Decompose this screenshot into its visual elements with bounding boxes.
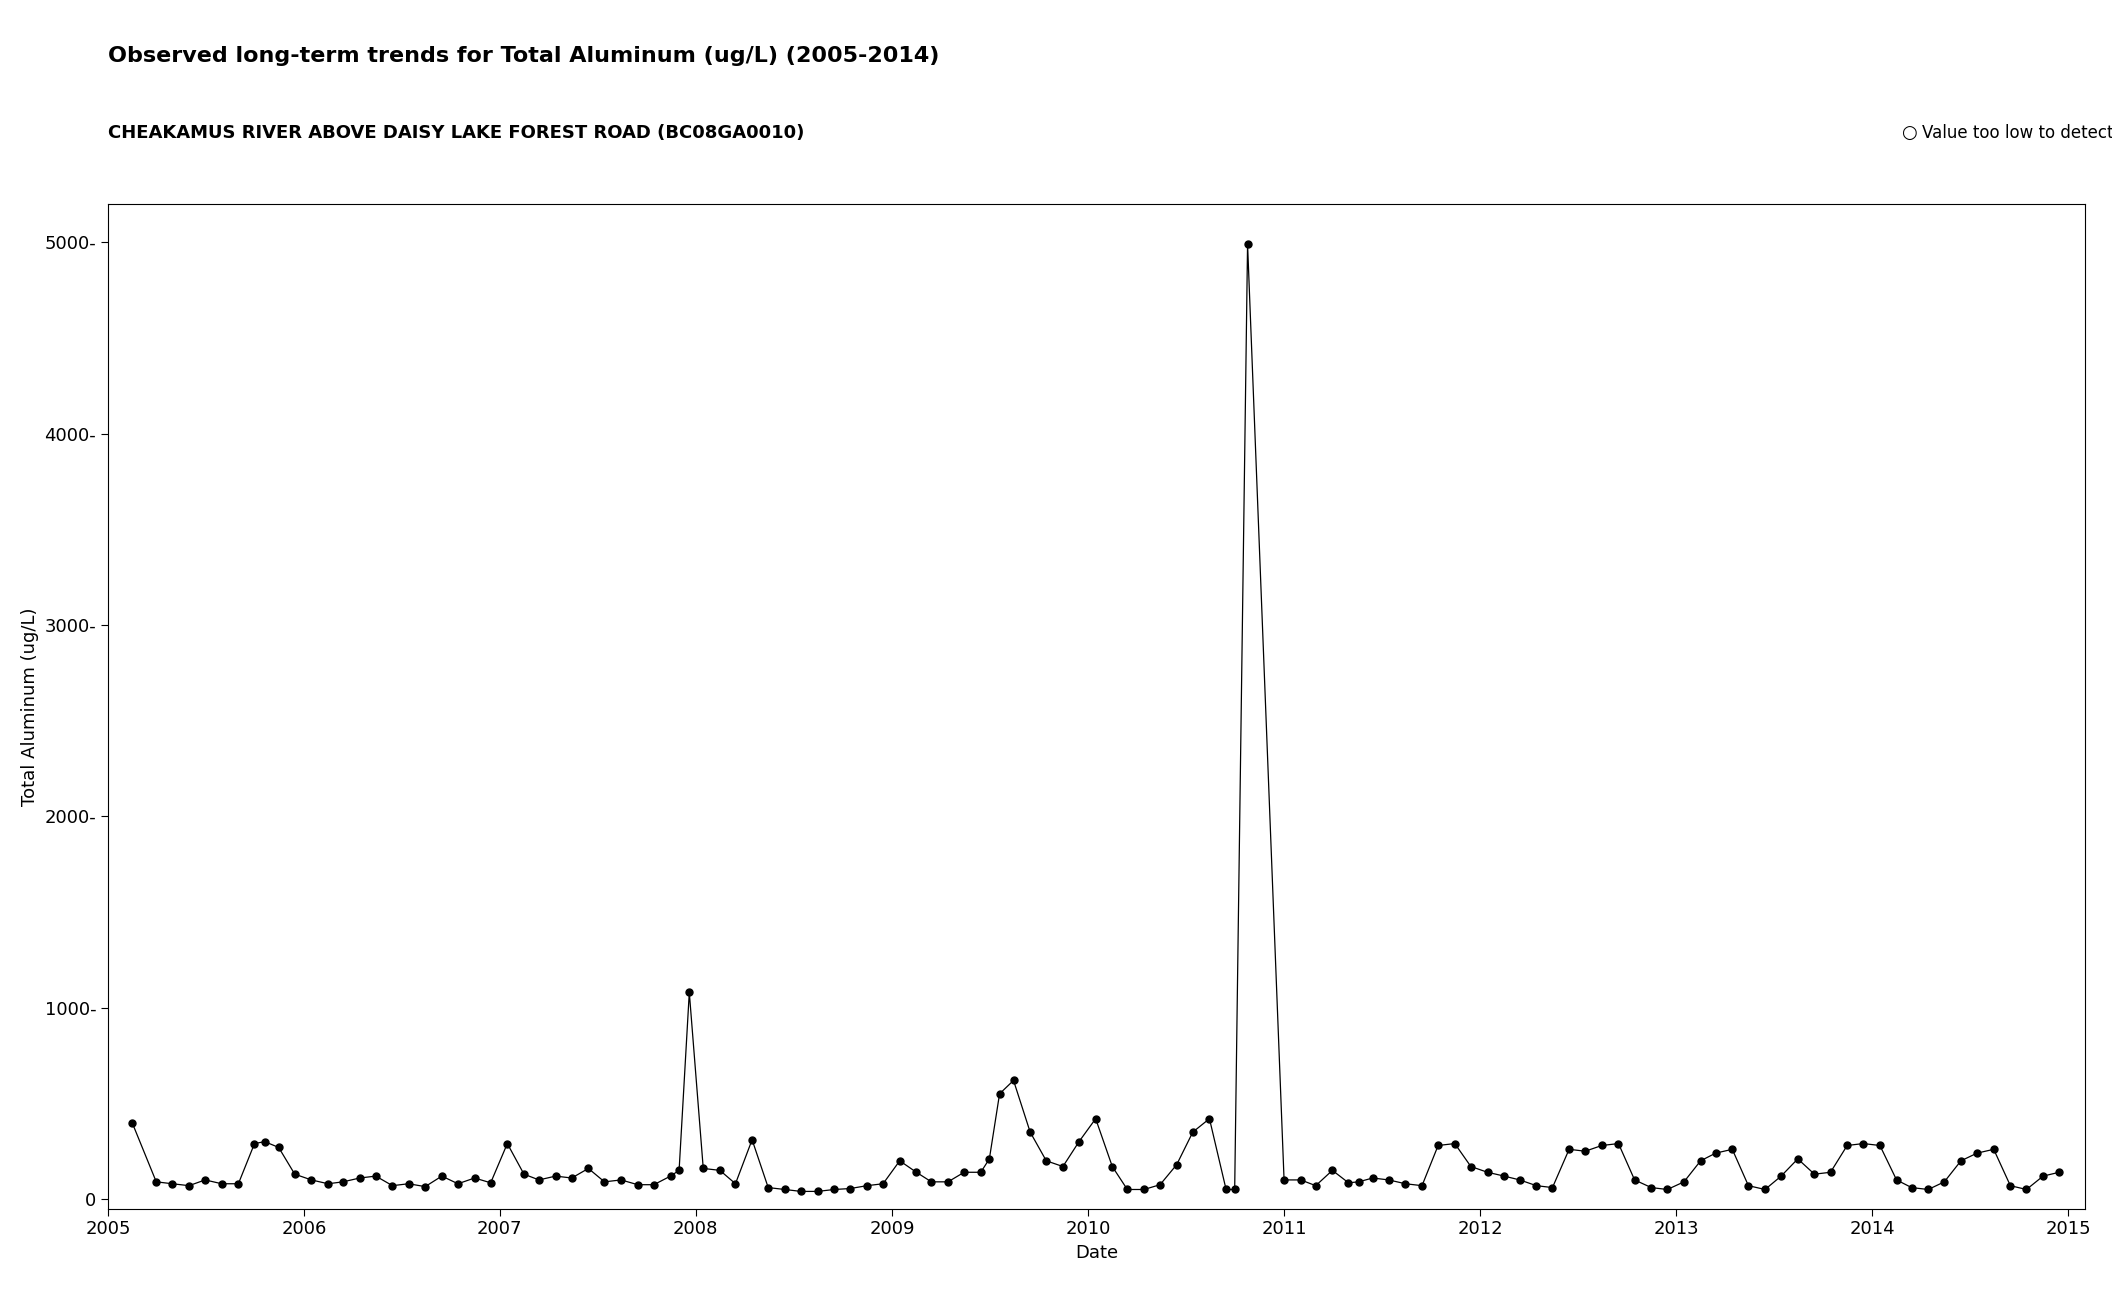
- Text: CHEAKAMUS RIVER ABOVE DAISY LAKE FOREST ROAD (BC08GA0010): CHEAKAMUS RIVER ABOVE DAISY LAKE FOREST …: [108, 124, 805, 143]
- X-axis label: Date: Date: [1075, 1244, 1117, 1262]
- Text: Value too low to detect: Value too low to detect: [1922, 124, 2112, 143]
- Text: Observed long-term trends for Total Aluminum (ug/L) (2005-2014): Observed long-term trends for Total Alum…: [108, 46, 940, 65]
- Y-axis label: Total Aluminum (ug/L): Total Aluminum (ug/L): [21, 607, 38, 805]
- Text: ○: ○: [1901, 124, 1916, 143]
